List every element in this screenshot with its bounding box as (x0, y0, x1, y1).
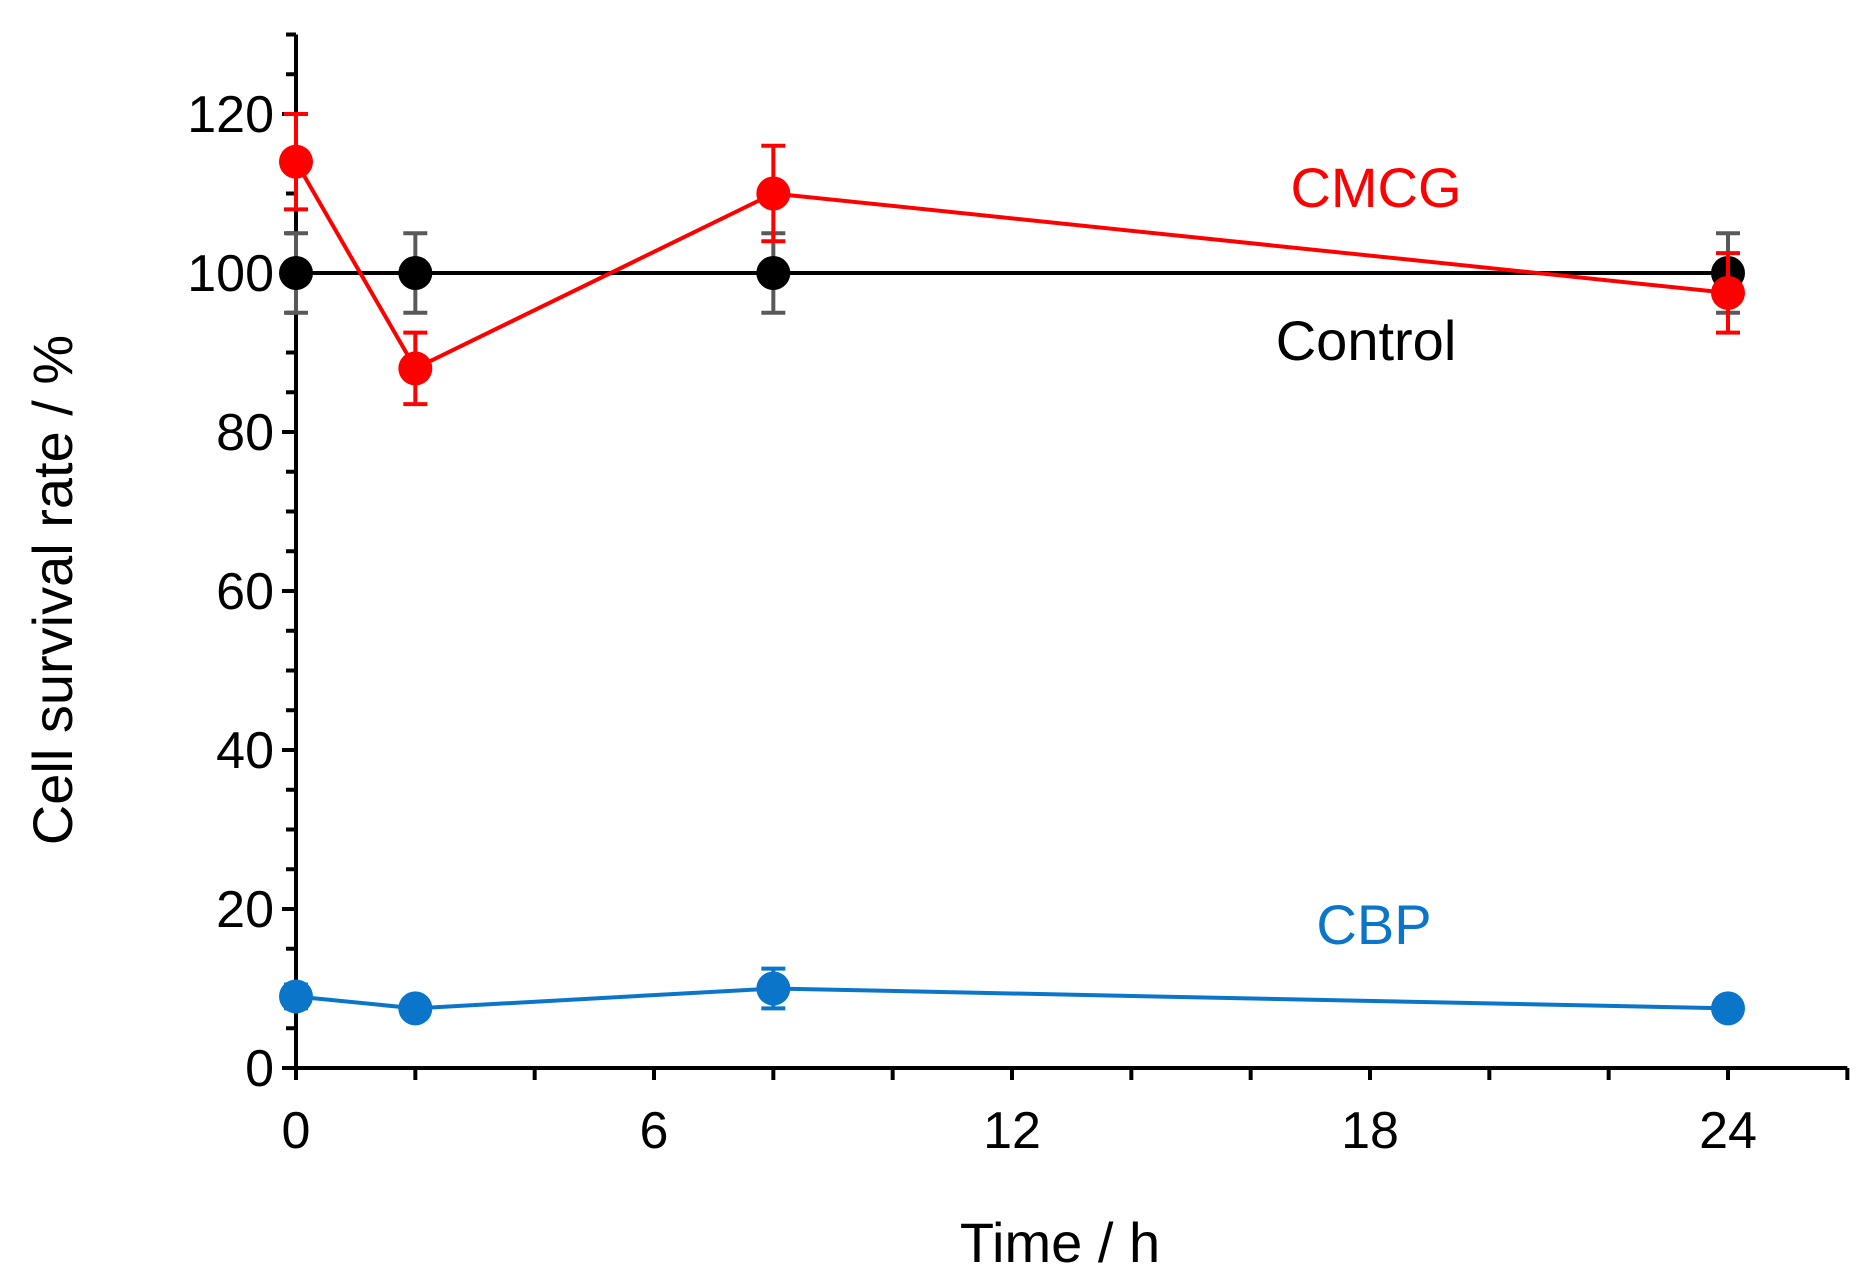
x-tick-label: 24 (1699, 1102, 1757, 1160)
x-tick-label: 0 (282, 1102, 311, 1160)
label-control: Control (1276, 309, 1457, 372)
data-point (398, 991, 433, 1026)
series-line (294, 160, 1729, 372)
y-tick-label: 20 (216, 881, 274, 939)
series-cbp (279, 966, 1745, 1026)
data-point (398, 256, 433, 290)
x-tick-label: 6 (640, 1102, 669, 1160)
y-axis-title: Cell survival rate / % (21, 335, 84, 845)
data-point (398, 351, 433, 386)
x-tick-label: 18 (1341, 1102, 1399, 1160)
y-tick-label: 0 (245, 1040, 274, 1098)
x-axis-title: Time / h (960, 1211, 1160, 1274)
y-tick-label: 40 (216, 722, 274, 780)
series-line (295, 986, 1729, 1011)
data-point (279, 144, 313, 179)
data-point (756, 176, 791, 211)
series-cmcg (279, 112, 1745, 407)
series-marks (279, 112, 1745, 1026)
y-tick-label: 60 (216, 563, 274, 621)
data-point (1711, 275, 1745, 310)
data-point (756, 971, 791, 1006)
label-cmcg: CMCG (1290, 156, 1461, 219)
data-point (1711, 991, 1745, 1026)
axes: 0 20 40 60 80 100 120 0 6 12 18 24 (187, 32, 1850, 1160)
data-point (756, 256, 791, 290)
y-tick-label: 80 (216, 404, 274, 462)
x-tick-label: 12 (983, 1102, 1041, 1160)
y-tick-label: 120 (187, 86, 274, 144)
label-cbp: CBP (1316, 893, 1431, 956)
y-tick-label: 100 (187, 245, 274, 303)
data-point (279, 979, 313, 1014)
data-point (279, 256, 313, 290)
